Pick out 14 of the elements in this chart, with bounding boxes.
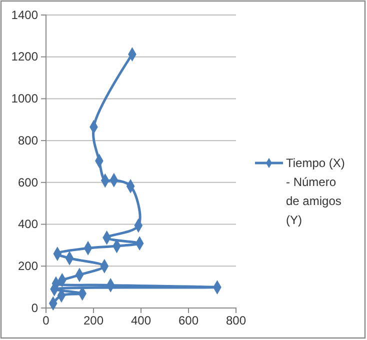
y-tick-label: 1200 <box>11 50 38 64</box>
legend-label: Tiempo (X) - Número de amigos (Y) <box>286 156 345 227</box>
y-tick-label: 1000 <box>11 92 38 106</box>
x-tick-label: 600 <box>178 314 199 328</box>
x-tick-label: 0 <box>42 314 50 328</box>
y-tick-label: 200 <box>18 258 38 273</box>
y-tick-label: 800 <box>18 133 38 148</box>
y-tick-label: 600 <box>18 175 38 190</box>
y-tick-label: 400 <box>18 217 38 232</box>
y-tick-label: 1400 <box>11 8 38 22</box>
y-tick-label: 0 <box>31 300 38 315</box>
x-tick-label: 800 <box>226 314 246 328</box>
x-tick-label: 400 <box>130 314 152 328</box>
x-tick-label: 200 <box>83 314 104 328</box>
